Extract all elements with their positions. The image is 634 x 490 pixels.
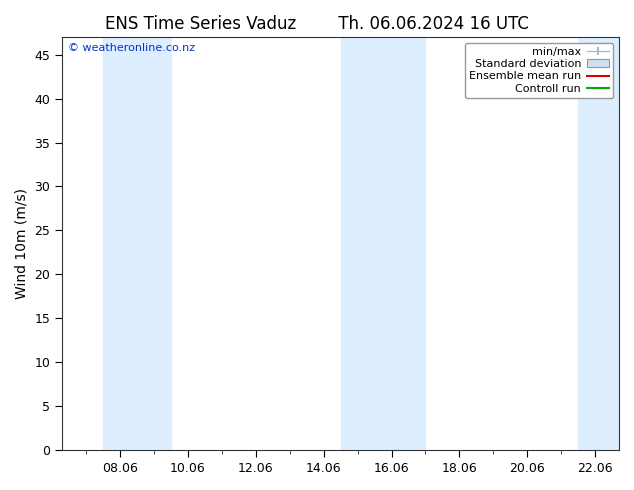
Text: © weatheronline.co.nz: © weatheronline.co.nz [68,43,195,53]
Bar [340,37,425,450]
Bar [103,37,171,450]
Bar [578,37,619,450]
Text: ENS Time Series Vaduz        Th. 06.06.2024 16 UTC: ENS Time Series Vaduz Th. 06.06.2024 16 … [105,15,529,33]
Legend: min/max, Standard deviation, Ensemble mean run, Controll run: min/max, Standard deviation, Ensemble me… [465,43,614,98]
Y-axis label: Wind 10m (m/s): Wind 10m (m/s) [15,188,29,299]
